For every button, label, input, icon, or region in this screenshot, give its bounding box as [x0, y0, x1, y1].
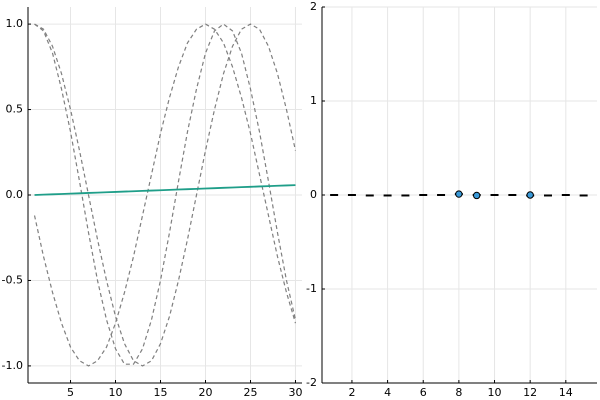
y-tick-label: -0.5 [2, 273, 23, 286]
x-tick-label: 25 [243, 386, 257, 399]
point [526, 191, 534, 199]
y-tick-label: 1.0 [6, 17, 24, 30]
x-tick-label: 14 [559, 386, 573, 399]
x-tick-label: 20 [198, 386, 212, 399]
x-tick-label: 15 [154, 386, 168, 399]
x-tick-label: 4 [384, 386, 391, 399]
series-line [34, 23, 297, 365]
series-line [34, 23, 297, 367]
point [455, 190, 463, 198]
x-tick-label: 12 [523, 386, 537, 399]
y-tick-label: 1 [310, 94, 317, 107]
point [472, 191, 481, 200]
y-tick-label: -2 [306, 376, 317, 389]
x-tick-label: 30 [288, 386, 302, 399]
x-tick-label: 8 [455, 386, 462, 399]
y-tick-label: -1 [306, 282, 317, 295]
y-tick-label: 0.5 [6, 103, 24, 116]
x-tick-label: 2 [348, 386, 355, 399]
y-tick-label: 0.0 [6, 188, 24, 201]
series-line [34, 184, 296, 196]
y-tick-label: -1.0 [2, 359, 23, 372]
x-tick-label: 10 [109, 386, 123, 399]
x-tick-label: 5 [67, 386, 74, 399]
series-line [33, 23, 297, 367]
x-tick-label: 10 [488, 386, 502, 399]
y-tick-label: 2 [310, 0, 317, 13]
y-tick-label: 0 [310, 188, 317, 201]
x-tick-label: 6 [420, 386, 427, 399]
